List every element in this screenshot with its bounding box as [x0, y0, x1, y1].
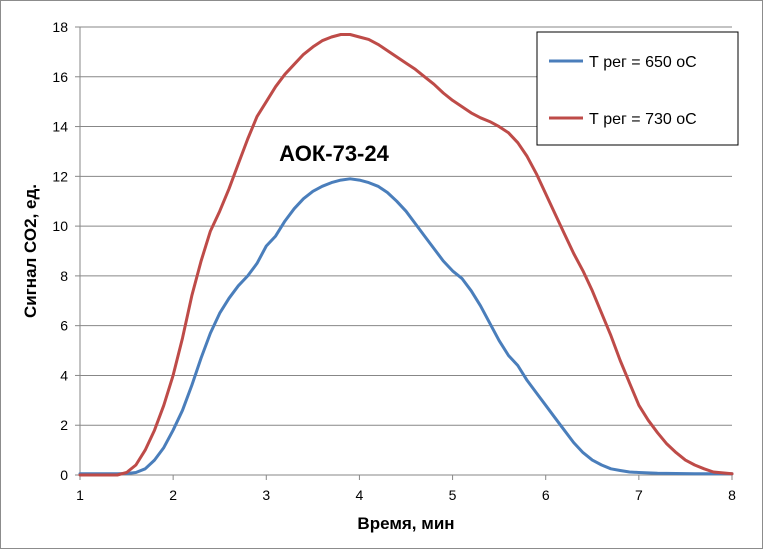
x-tick-label: 1	[76, 487, 84, 503]
x-axis-title: Время, мин	[357, 514, 454, 533]
legend: Т рег = 650 оС Т рег = 730 оС	[536, 31, 739, 146]
x-tick-label: 6	[542, 487, 550, 503]
series-lines	[78, 33, 734, 477]
y-axis-title: Сигнал СО2, ед.	[21, 184, 40, 318]
y-tick-label: 16	[52, 69, 68, 85]
series-line-650	[78, 177, 734, 476]
y-tick-label: 2	[60, 417, 68, 433]
x-tick-label: 4	[356, 487, 364, 503]
x-tick-label: 8	[728, 487, 736, 503]
y-tick-label: 14	[52, 119, 68, 135]
axes	[75, 26, 733, 480]
legend-label-730: Т рег = 730 оС	[589, 111, 697, 128]
y-tick-label: 0	[60, 467, 68, 483]
series-line-730	[78, 33, 734, 477]
y-tick-label: 6	[60, 318, 68, 334]
y-tick-label: 18	[52, 19, 68, 35]
legend-box	[536, 31, 739, 146]
x-tick-label: 2	[169, 487, 177, 503]
y-tick-label: 8	[60, 268, 68, 284]
x-tick-label: 3	[262, 487, 270, 503]
legend-label-650: Т рег = 650 оС	[589, 54, 697, 71]
chart-annotation: АОК-73-24	[279, 141, 389, 166]
y-tick-label: 12	[52, 168, 68, 184]
y-tick-label: 10	[52, 218, 68, 234]
y-tick-label: 4	[60, 367, 68, 383]
x-tick-label: 5	[449, 487, 457, 503]
x-tick-label: 7	[635, 487, 643, 503]
